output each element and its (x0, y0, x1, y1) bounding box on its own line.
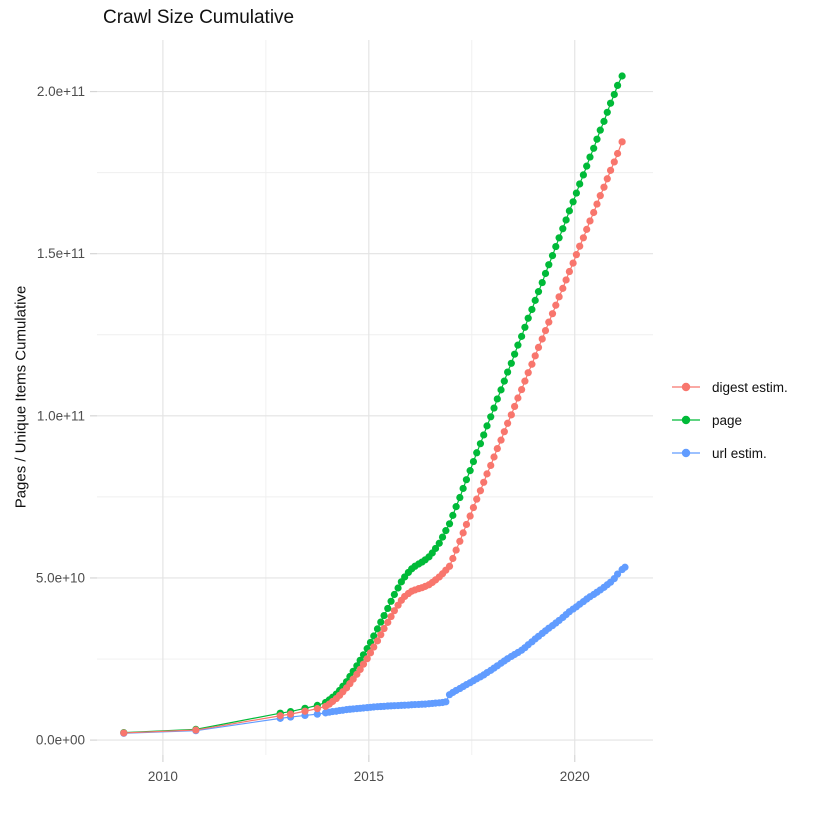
series-digest-estim- (120, 138, 626, 737)
data-series-layer (120, 72, 629, 737)
y-tick-label: 0.0e+00 (36, 733, 85, 748)
y-tick-label: 1.5e+11 (37, 246, 85, 261)
legend-label-url-estim: url estim. (712, 445, 767, 461)
major-gridlines (97, 40, 653, 755)
x-axis-tick-labels: 2010 2015 2020 (148, 769, 590, 784)
minor-gridlines (97, 40, 653, 755)
y-axis-tick-labels: 0.0e+00 5.0e+10 1.0e+11 1.5e+11 2.0e+11 (36, 84, 85, 748)
x-tick-label: 2010 (148, 769, 178, 784)
chart-title: Crawl Size Cumulative (103, 7, 295, 28)
y-tick-label: 1.0e+11 (37, 408, 85, 423)
legend-label-page: page (712, 412, 743, 428)
legend-label-digest-estim: digest estim. (712, 379, 788, 395)
legend-item-page: page (669, 410, 788, 430)
y-tick-label: 2.0e+11 (37, 84, 85, 99)
x-tick-label: 2015 (354, 769, 384, 784)
legend-key-digest-estim-icon (672, 382, 700, 392)
legend: digest estim. page url estim. (669, 377, 788, 463)
x-tick-label: 2020 (560, 769, 590, 784)
y-axis-title: Pages / Unique Items Cumulative (12, 285, 30, 509)
legend-key-page-icon (672, 415, 700, 425)
series-page (120, 72, 626, 737)
legend-item-digest-estim: digest estim. (669, 377, 788, 397)
legend-item-url-estim: url estim. (669, 443, 788, 463)
axis-tick-marks (90, 90, 576, 762)
y-tick-label: 5.0e+10 (36, 570, 85, 585)
legend-key-url-estim-icon (672, 448, 700, 458)
